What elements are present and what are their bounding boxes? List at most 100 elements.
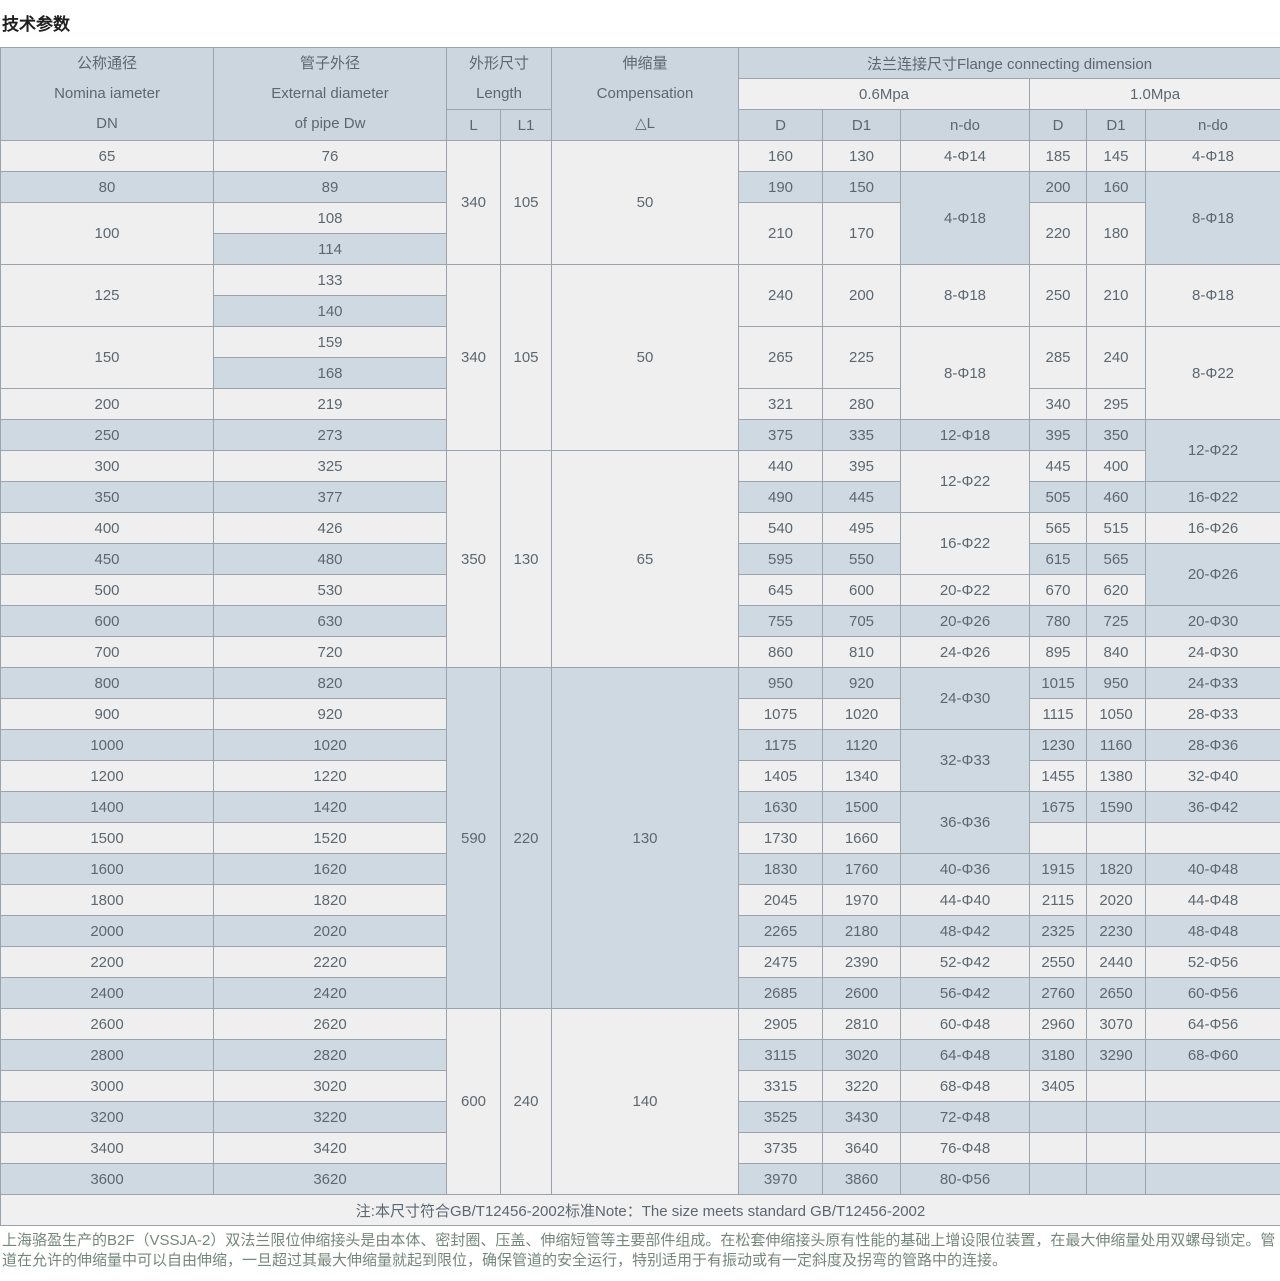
table-cell: 24-Φ30 bbox=[900, 667, 1031, 730]
table-cell: 3290 bbox=[1086, 1039, 1147, 1071]
table-cell: 8-Φ18 bbox=[900, 264, 1031, 327]
table-cell: 350 bbox=[446, 450, 501, 668]
table-cell: 40-Φ48 bbox=[1145, 853, 1280, 885]
header-nominal-diameter: 公称通径 Nomina iameter DN bbox=[0, 47, 214, 141]
table-cell bbox=[1086, 822, 1147, 854]
table-cell: 2230 bbox=[1086, 915, 1147, 947]
table-cell: 1970 bbox=[822, 884, 902, 916]
table-cell: 4-Φ14 bbox=[900, 140, 1031, 172]
table-cell: 89 bbox=[213, 171, 447, 203]
header-ndo-06: n-do bbox=[900, 109, 1031, 141]
table-cell: 16-Φ22 bbox=[1145, 481, 1280, 513]
table-row: 125 133 340 105 50 240 200 8-Φ18 250 210 8-Φ18 bbox=[0, 264, 1280, 451]
table-cell: 160 bbox=[738, 140, 824, 172]
table-cell: 1520 bbox=[213, 822, 447, 854]
table-cell: 426 bbox=[213, 512, 447, 544]
table-cell: 2600 bbox=[0, 1008, 214, 1040]
table-cell: 44-Φ40 bbox=[900, 884, 1031, 916]
table-cell: 3000 bbox=[0, 1070, 214, 1102]
table-cell: 52-Φ42 bbox=[900, 946, 1031, 978]
table-cell: 295 bbox=[1086, 388, 1147, 420]
table-cell: 810 bbox=[822, 636, 902, 668]
table-cell: 150 bbox=[822, 171, 902, 203]
table-cell: 340 bbox=[446, 140, 501, 265]
table-cell: 2115 bbox=[1029, 884, 1088, 916]
table-cell: 395 bbox=[822, 450, 902, 482]
table-cell: 840 bbox=[1086, 636, 1147, 668]
table-cell: 16-Φ22 bbox=[900, 512, 1031, 575]
table-row: 2200 2220 2475 2390 52-Φ42 2550 2440 52-Φ56 bbox=[0, 946, 1280, 978]
table-cell: 68-Φ48 bbox=[900, 1070, 1031, 1102]
table-cell: 630 bbox=[213, 605, 447, 637]
table-cell: 445 bbox=[1029, 450, 1088, 482]
table-cell: 2020 bbox=[1086, 884, 1147, 916]
table-cell: 2045 bbox=[738, 884, 824, 916]
table-cell: 3860 bbox=[822, 1163, 902, 1195]
table-cell: 1220 bbox=[213, 760, 447, 792]
table-row: 500 530 645 600 20-Φ22 670 620 bbox=[0, 574, 1280, 606]
table-cell: 159 bbox=[213, 326, 447, 358]
table-row: 3200 3220 3525 3430 72-Φ48 bbox=[0, 1101, 1280, 1133]
header-length: 外形尺寸 Length bbox=[445, 47, 553, 110]
table-cell: 920 bbox=[213, 698, 447, 730]
table-cell: 273 bbox=[213, 419, 447, 451]
table-cell: 2685 bbox=[738, 977, 824, 1009]
table-row: 150 159 265 225 8-Φ18 285 240 8-Φ22 bbox=[0, 326, 1280, 420]
table-cell: 44-Φ48 bbox=[1145, 884, 1280, 916]
table-cell: 76-Φ48 bbox=[900, 1132, 1031, 1164]
table-cell: 24-Φ33 bbox=[1145, 667, 1280, 699]
table-cell: 28-Φ36 bbox=[1145, 729, 1280, 761]
table-cell: 2650 bbox=[1086, 977, 1147, 1009]
header-ndo-10: n-do bbox=[1145, 109, 1280, 141]
table-cell bbox=[1086, 1101, 1147, 1133]
header-d1-10: D1 bbox=[1086, 109, 1147, 141]
table-cell bbox=[1029, 1163, 1088, 1195]
table-cell: 1120 bbox=[822, 729, 902, 761]
table-row: 2400 2420 2685 2600 56-Φ42 2760 2650 60-Φ56 bbox=[0, 977, 1280, 1009]
table-cell: 4-Φ18 bbox=[900, 171, 1031, 265]
table-cell: 700 bbox=[0, 636, 214, 668]
table-cell: 950 bbox=[1086, 667, 1147, 699]
table-cell: 219 bbox=[213, 388, 447, 420]
table-cell: 36-Φ42 bbox=[1145, 791, 1280, 823]
table-cell: 168 bbox=[213, 357, 447, 389]
table-cell: 3315 bbox=[738, 1070, 824, 1102]
table-cell: 3020 bbox=[213, 1070, 447, 1102]
table-cell: 595 bbox=[738, 543, 824, 575]
table-cell: 325 bbox=[213, 450, 447, 482]
table-cell: 3420 bbox=[213, 1132, 447, 1164]
table-cell: 1020 bbox=[213, 729, 447, 761]
table-cell: 250 bbox=[0, 419, 214, 451]
table-cell: 3600 bbox=[0, 1163, 214, 1195]
table-cell: 620 bbox=[1086, 574, 1147, 606]
table-cell: 1800 bbox=[0, 884, 214, 916]
table-cell: 670 bbox=[1029, 574, 1088, 606]
table-row: 168 bbox=[1, 357, 1280, 389]
table-cell bbox=[1029, 1132, 1088, 1164]
table-row: 300 325 350 130 65 440 395 12-Φ22 445 400 bbox=[0, 450, 1280, 668]
header-compensation: 伸缩量 Compensation △L bbox=[551, 47, 740, 141]
header-nominal-diameter-cn: 公称通径 bbox=[76, 55, 137, 72]
table-row: 3000 3020 3315 3220 68-Φ48 3405 bbox=[0, 1070, 1280, 1102]
table-cell: 20-Φ22 bbox=[900, 574, 1031, 606]
table-cell: 3640 bbox=[822, 1132, 902, 1164]
table-cell: 2020 bbox=[213, 915, 447, 947]
table-cell: 1500 bbox=[0, 822, 214, 854]
table-cell: 20-Φ26 bbox=[1145, 543, 1280, 606]
table-cell: 350 bbox=[0, 481, 214, 513]
table-row: 65 76 340 105 50 160 130 4-Φ14 185 145 4-Φ18 bbox=[0, 140, 1280, 265]
table-cell: 400 bbox=[0, 512, 214, 544]
table-cell: 32-Φ40 bbox=[1145, 760, 1280, 792]
table-cell: 2390 bbox=[822, 946, 902, 978]
table-cell: 1050 bbox=[1086, 698, 1147, 730]
table-cell: 300 bbox=[0, 450, 214, 482]
table-cell: 133 bbox=[213, 264, 447, 296]
table-row: 450 480 595 550 615 565 20-Φ26 bbox=[0, 543, 1280, 606]
table-cell: 3115 bbox=[738, 1039, 824, 1071]
table-row: 1800 1820 2045 1970 44-Φ40 2115 2020 44-Φ48 bbox=[0, 884, 1280, 916]
table-cell: 65 bbox=[551, 450, 740, 668]
table-cell: 725 bbox=[1086, 605, 1147, 637]
table-row: 2800 2820 3115 3020 64-Φ48 3180 3290 68-Φ60 bbox=[0, 1039, 1280, 1071]
table-cell: 321 bbox=[738, 388, 824, 420]
header-external-diameter-cn: 管子外径 bbox=[299, 55, 360, 72]
